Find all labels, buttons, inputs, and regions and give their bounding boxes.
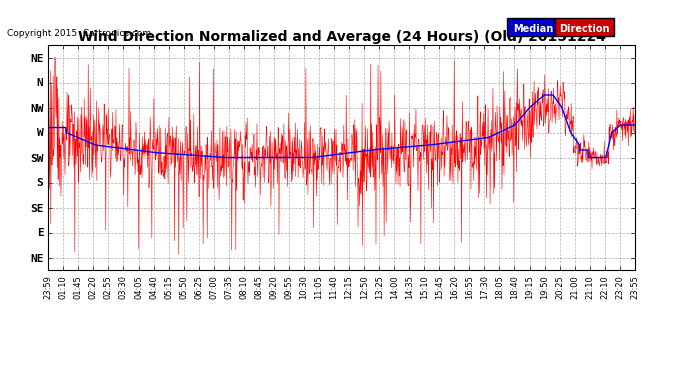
Title: Wind Direction Normalized and Average (24 Hours) (Old) 20151224: Wind Direction Normalized and Average (2…	[77, 30, 606, 44]
Text: Direction: Direction	[560, 24, 610, 34]
Text: Copyright 2015  Cartronics.com: Copyright 2015 Cartronics.com	[7, 28, 151, 38]
Text: Median: Median	[513, 24, 553, 34]
